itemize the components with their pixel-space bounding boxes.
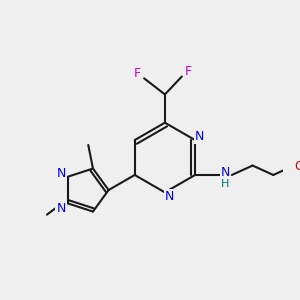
Text: O: O xyxy=(294,160,300,173)
Text: F: F xyxy=(134,67,141,80)
Text: N: N xyxy=(165,190,174,203)
Text: N: N xyxy=(56,167,66,180)
Text: N: N xyxy=(195,130,205,143)
Text: H: H xyxy=(221,179,230,189)
Text: F: F xyxy=(185,65,192,78)
Text: N: N xyxy=(220,166,230,178)
Text: N: N xyxy=(56,202,66,214)
